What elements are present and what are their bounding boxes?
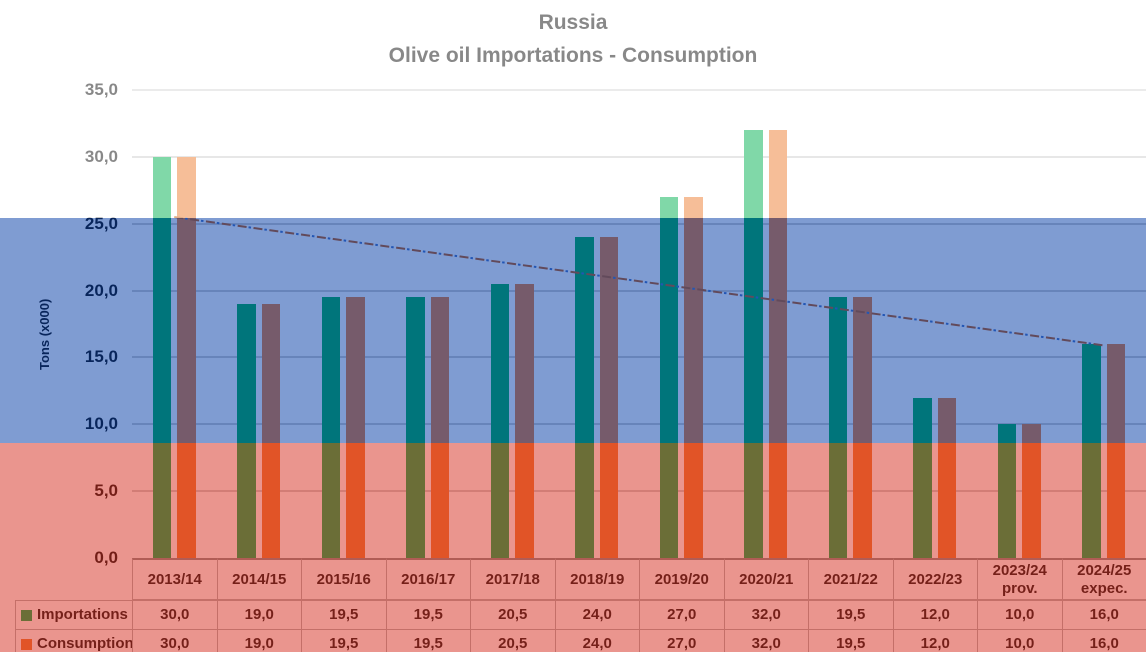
value-cell-importations-2023-24[interactable]: 10,0	[977, 600, 1063, 630]
value-cell-consumption-2015-16[interactable]: 19,5	[301, 629, 387, 652]
category-cell-2023-24[interactable]: 2023/24 prov.	[977, 558, 1063, 600]
value-cell-importations-2017-18[interactable]: 20,5	[470, 600, 556, 630]
category-label: 2021/22	[823, 570, 878, 588]
category-label: 2024/25	[1077, 561, 1132, 579]
value-cell-consumption-2018-19[interactable]: 24,0	[554, 629, 640, 652]
value-cell-consumption-2016-17[interactable]: 19,5	[385, 629, 471, 652]
value-cell-consumption-2019-20[interactable]: 27,0	[639, 629, 725, 652]
category-cell-2013-14[interactable]: 2013/14	[132, 558, 218, 600]
category-cell-2018-19[interactable]: 2018/19	[554, 558, 640, 600]
value-cell-consumption-2022-23[interactable]: 12,0	[892, 629, 978, 652]
legend-item-consumption[interactable]: Consumption	[15, 629, 134, 652]
value-cell-importations-2015-16[interactable]: 19,5	[301, 600, 387, 630]
category-label: 2019/20	[654, 570, 709, 588]
category-label: 2014/15	[232, 570, 287, 588]
value-cell-importations-2020-21[interactable]: 32,0	[723, 600, 809, 630]
value-cell-consumption-2013-14[interactable]: 30,0	[132, 629, 218, 652]
category-label: 2020/21	[739, 570, 794, 588]
category-label: 2023/24	[992, 561, 1047, 579]
value-cell-importations-2016-17[interactable]: 19,5	[385, 600, 471, 630]
category-sublabel: prov.	[1001, 579, 1038, 597]
category-label: 2013/14	[147, 570, 202, 588]
category-label: 2016/17	[401, 570, 456, 588]
legend-label: Importations	[37, 606, 128, 623]
value-cell-consumption-2014-15[interactable]: 19,0	[216, 629, 302, 652]
value-cell-consumption-2021-22[interactable]: 19,5	[808, 629, 894, 652]
value-cell-importations-2019-20[interactable]: 27,0	[639, 600, 725, 630]
legend-label: Consumption	[37, 635, 134, 652]
legend-swatch-importations	[21, 609, 32, 621]
category-cell-2022-23[interactable]: 2022/23	[892, 558, 978, 600]
category-sublabel: expec.	[1080, 579, 1128, 597]
value-cell-importations-2021-22[interactable]: 19,5	[808, 600, 894, 630]
category-cell-2015-16[interactable]: 2015/16	[301, 558, 387, 600]
category-label: 2015/16	[316, 570, 371, 588]
category-label: 2017/18	[485, 570, 540, 588]
value-cell-consumption-2023-24[interactable]: 10,0	[977, 629, 1063, 652]
value-cell-importations-2018-19[interactable]: 24,0	[554, 600, 640, 630]
category-cell-2016-17[interactable]: 2016/17	[385, 558, 471, 600]
legend-item-importations[interactable]: Importations	[15, 600, 133, 630]
value-cell-importations-2013-14[interactable]: 30,0	[132, 600, 218, 630]
category-label: 2022/23	[908, 570, 963, 588]
category-cell-2014-15[interactable]: 2014/15	[216, 558, 302, 600]
value-cell-importations-2024-25[interactable]: 16,0	[1061, 600, 1146, 630]
value-cell-importations-2014-15[interactable]: 19,0	[216, 600, 302, 630]
category-cell-2020-21[interactable]: 2020/21	[723, 558, 809, 600]
category-cell-2017-18[interactable]: 2017/18	[470, 558, 556, 600]
legend-swatch-consumption	[21, 638, 32, 650]
value-cell-importations-2022-23[interactable]: 12,0	[892, 600, 978, 630]
category-label: 2018/19	[570, 570, 625, 588]
value-cell-consumption-2017-18[interactable]: 20,5	[470, 629, 556, 652]
category-cell-2024-25[interactable]: 2024/25 expec.	[1061, 558, 1146, 600]
category-cell-2019-20[interactable]: 2019/20	[639, 558, 725, 600]
value-cell-consumption-2024-25[interactable]: 16,0	[1061, 629, 1146, 652]
value-cell-consumption-2020-21[interactable]: 32,0	[723, 629, 809, 652]
category-cell-2021-22[interactable]: 2021/22	[808, 558, 894, 600]
